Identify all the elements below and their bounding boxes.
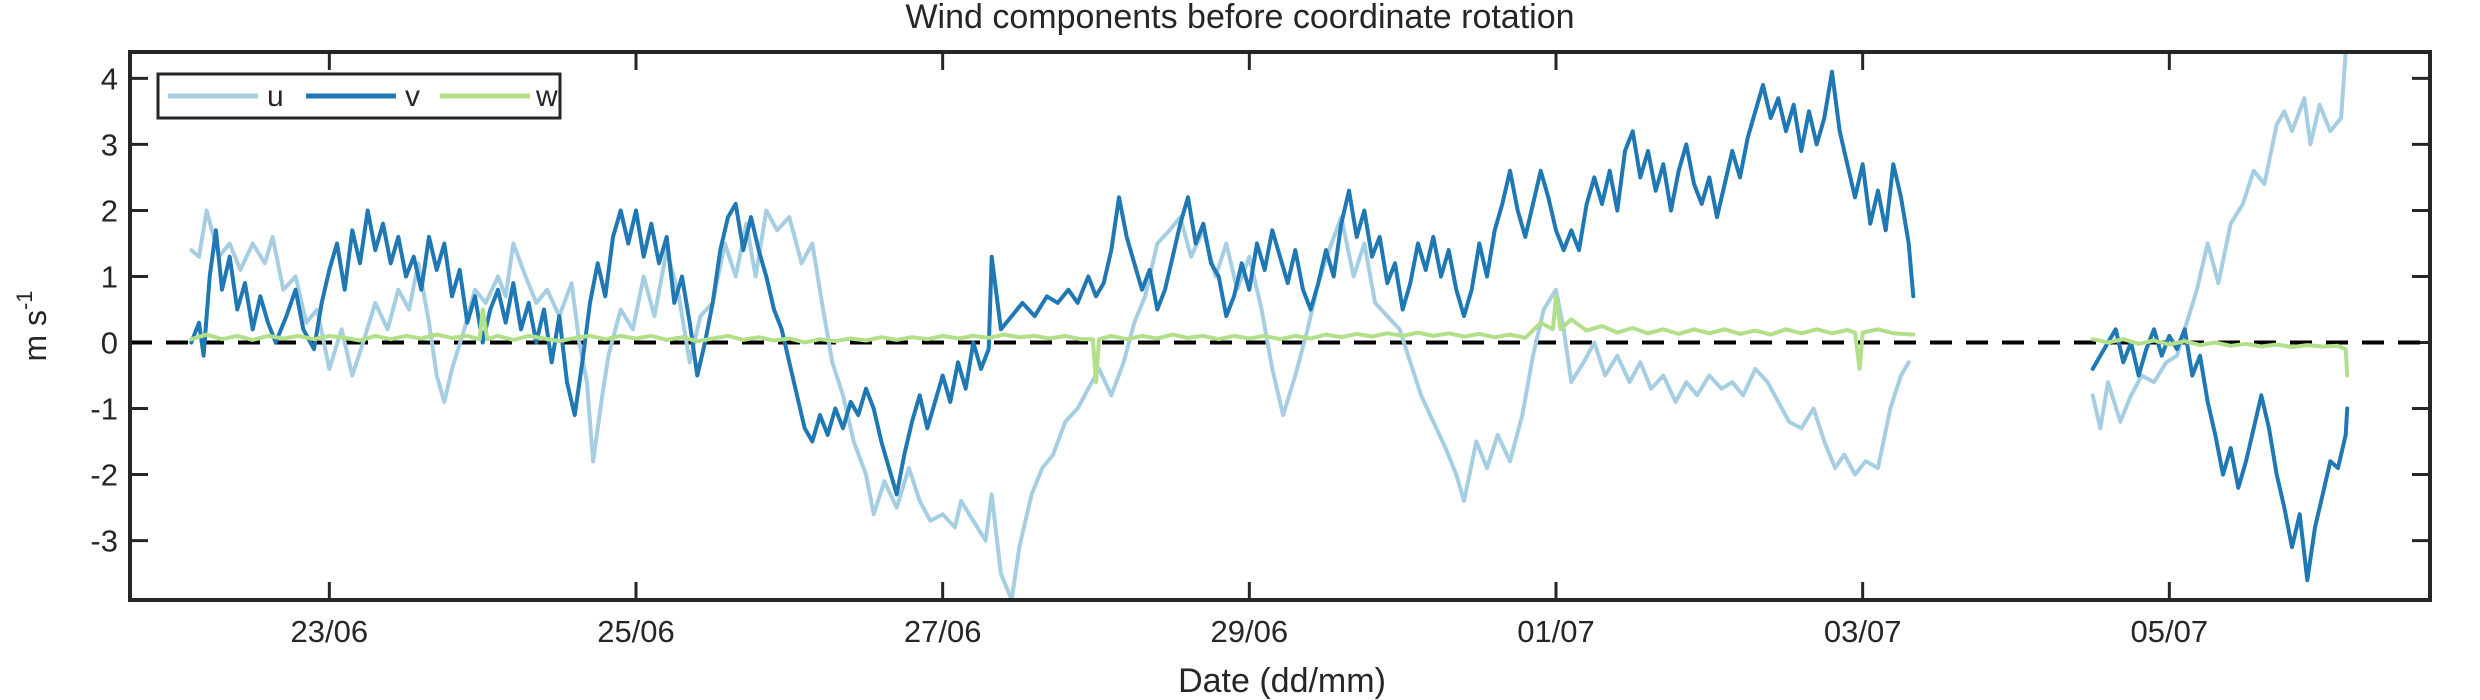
y-tick-label: 4 <box>101 61 118 96</box>
series-group <box>189 50 2350 602</box>
y-tick-label: 2 <box>101 193 118 228</box>
legend-label-v: v <box>405 80 420 113</box>
series-line-v-segment-1 <box>189 69 1916 497</box>
y-tick-label: 0 <box>101 326 118 361</box>
x-tick-label: 03/07 <box>1824 614 1902 649</box>
y-tick-label: -2 <box>90 458 118 493</box>
series-line-w-segment-1 <box>189 294 1916 385</box>
y-tick-label: -3 <box>90 524 118 559</box>
y-tick-label: 1 <box>101 259 118 294</box>
x-tick-label: 05/07 <box>2131 614 2209 649</box>
x-tick-label: 01/07 <box>1517 614 1595 649</box>
y-axis: -3 -2 -1 0 1 2 3 4 <box>90 61 2430 559</box>
x-tick-label: 29/06 <box>1211 614 1289 649</box>
x-axis-label: Date (dd/mm) <box>1178 662 1386 700</box>
x-tick-label: 27/06 <box>904 614 982 649</box>
y-axis-label-unit: m s <box>17 310 53 362</box>
legend-label-u: u <box>267 80 284 113</box>
series-line-v-segment-2 <box>2090 327 2350 583</box>
y-axis-label: m s-1 <box>12 290 53 361</box>
y-axis-label-exponent: -1 <box>12 290 37 310</box>
chart-title: Wind components before coordinate rotati… <box>905 0 1574 36</box>
series-line-u-segment-2 <box>2090 50 2348 431</box>
x-axis: 23/06 25/06 27/06 29/06 01/07 03/07 05/07 <box>291 52 2209 649</box>
y-tick-label: -1 <box>90 392 118 427</box>
x-tick-label: 25/06 <box>597 614 675 649</box>
series-line-w-segment-2 <box>2090 337 2350 378</box>
y-tick-label: 3 <box>101 127 118 162</box>
legend-label-w: w <box>535 80 558 113</box>
x-tick-label: 23/06 <box>291 614 369 649</box>
legend: u v w <box>156 72 562 120</box>
plot-area <box>130 52 2430 600</box>
plot-frame <box>128 50 2432 602</box>
